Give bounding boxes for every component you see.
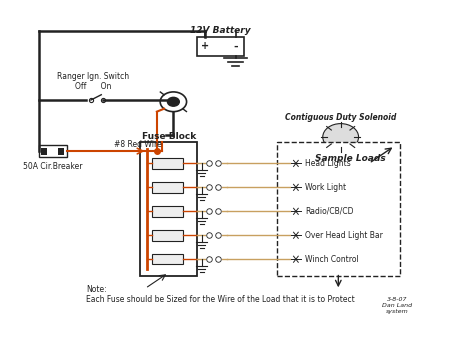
Text: +: + [201, 41, 210, 51]
Bar [152, 158, 183, 169]
Text: Over Head Light Bar: Over Head Light Bar [305, 231, 383, 240]
Bar [152, 206, 183, 217]
Text: 12V Battery: 12V Battery [190, 26, 251, 35]
Text: Ranger Ign. Switch
Off      On: Ranger Ign. Switch Off On [57, 72, 129, 91]
Text: Winch Control: Winch Control [305, 255, 359, 264]
Bar [197, 37, 244, 56]
Text: Work Light: Work Light [305, 183, 346, 192]
Text: 50A Cir.Breaker: 50A Cir.Breaker [24, 162, 83, 171]
Text: -: - [233, 41, 238, 51]
Circle shape [323, 124, 358, 151]
Text: Contiguous Duty Solenoid: Contiguous Duty Solenoid [285, 113, 396, 122]
Bar [58, 148, 64, 155]
Text: Sample Loads: Sample Loads [315, 154, 385, 163]
Bar [152, 182, 183, 193]
Bar [41, 148, 47, 155]
Bar [140, 142, 197, 276]
Text: Radio/CB/CD: Radio/CB/CD [305, 207, 354, 216]
Bar [152, 254, 183, 264]
Text: Head Lights: Head Lights [305, 159, 351, 168]
Bar [39, 145, 67, 157]
Text: Note:
Each Fuse should be Sized for the Wire of the Load that it is to Protect: Note: Each Fuse should be Sized for the … [86, 285, 355, 304]
Text: Fuse Block: Fuse Block [142, 131, 196, 141]
Bar [152, 230, 183, 241]
Circle shape [160, 92, 187, 111]
Text: 3-8-07
Dan Land
system: 3-8-07 Dan Land system [382, 297, 412, 314]
Text: #8 Red Wire: #8 Red Wire [114, 140, 162, 149]
Circle shape [167, 97, 179, 106]
Bar [277, 142, 400, 276]
